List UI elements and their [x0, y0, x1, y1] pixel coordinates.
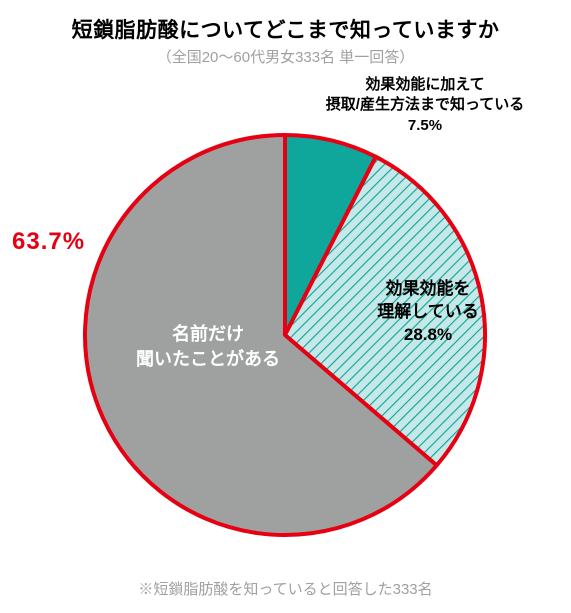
slice-label-gray-line2: 聞いたことがある: [136, 349, 280, 369]
slice-label-teal-line1: 効果効能に加えて: [365, 76, 484, 93]
emphasis-percent: 63.7%: [12, 228, 85, 256]
chart-footnote: ※短鎖脂肪酸を知っていると回答した333名: [0, 578, 571, 599]
slice-label-hatch-line2: 理解している: [377, 302, 479, 321]
chart-root: { "title": "短鎖脂肪酸についてどこまで知っていますか", "subt…: [0, 0, 571, 613]
slice-label-gray-line1: 名前だけ: [172, 324, 244, 344]
slice-label-hatch-value: 28.8%: [404, 325, 452, 344]
chart-subtitle: （全国20～60代男女333名 単一回答）: [0, 46, 571, 67]
slice-label-teal-value: 7.5%: [408, 117, 442, 134]
slice-label-hatch-line1: 効果効能を: [386, 279, 471, 298]
slice-label-teal-line2: 摂取/産生方法まで知っている: [326, 96, 524, 113]
chart-title: 短鎖脂肪酸についてどこまで知っていますか: [0, 14, 571, 44]
slice-label-hatch: 効果効能を 理解している 28.8%: [348, 278, 508, 347]
chart-header: 短鎖脂肪酸についてどこまで知っていますか （全国20～60代男女333名 単一回…: [0, 14, 571, 67]
slice-label-gray: 名前だけ 聞いたことがある: [118, 322, 298, 372]
slice-label-teal: 効果効能に加えて 摂取/産生方法まで知っている 7.5%: [285, 75, 565, 136]
